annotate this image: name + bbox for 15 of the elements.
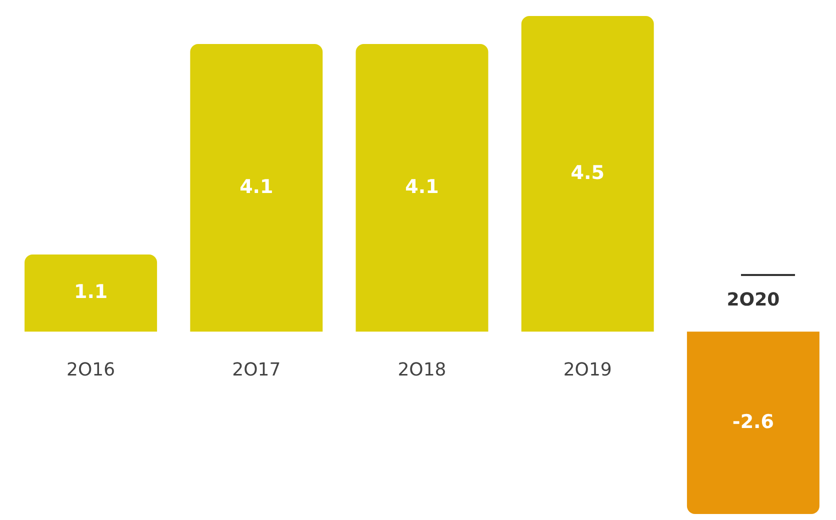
data-label: 4.5: [570, 162, 604, 184]
data-label: 1.1: [74, 280, 108, 303]
x-tick-label: 2O18: [398, 359, 446, 380]
x-tick-label: 2O19: [563, 359, 612, 380]
bar: [356, 44, 488, 332]
x-tick-label: 2O20: [726, 289, 780, 310]
bar: [24, 254, 158, 332]
data-label: 4.1: [405, 176, 439, 198]
bar: [521, 16, 654, 332]
data-label: -2.6: [732, 410, 774, 433]
x-tick-label: 2O16: [66, 359, 116, 380]
bar: [686, 332, 820, 514]
data-label: 4.1: [240, 176, 274, 198]
x-tick-label: 2O17: [232, 359, 281, 380]
bar: [190, 44, 323, 332]
